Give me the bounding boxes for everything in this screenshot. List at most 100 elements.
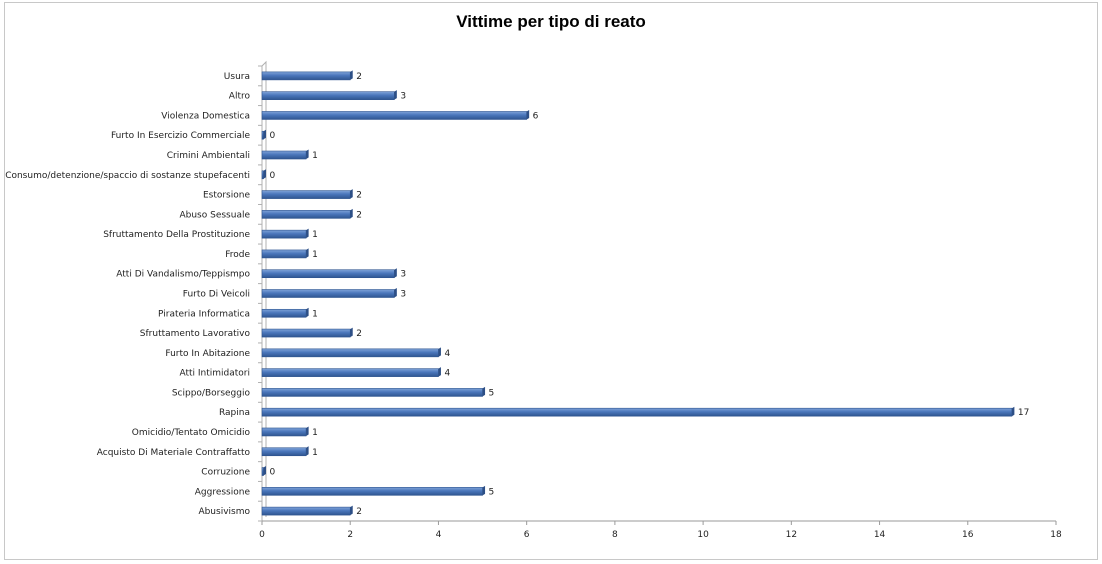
x-tick-label: 14 — [874, 530, 886, 540]
data-label: 4 — [444, 369, 450, 379]
chart-labels: Usura 2 Altro 3 Violenza Domestica 6 Furto In … — [5, 72, 1029, 517]
category-label: Furto In Abitazione — [165, 349, 250, 359]
bar-side — [263, 129, 266, 140]
data-label: 1 — [312, 309, 318, 319]
bar-side — [1011, 406, 1015, 417]
bar-side — [526, 109, 530, 120]
bar — [261, 388, 483, 397]
category-label: Usura — [224, 72, 250, 82]
category-label: Sfruttamento Della Prostituzione — [103, 230, 250, 240]
bar-side — [350, 208, 353, 219]
category-label: Violenza Domestica — [161, 111, 250, 121]
x-tick-label: 16 — [962, 530, 974, 540]
category-label: Crimini Ambientali — [167, 151, 250, 161]
bar — [261, 210, 351, 219]
bar-side — [350, 327, 353, 338]
data-label: 1 — [312, 428, 318, 438]
bar — [261, 170, 264, 180]
category-label: Sfruttamento Lavorativo — [140, 329, 251, 339]
category-label: Furto Di Veicoli — [183, 290, 250, 300]
bar-side — [438, 347, 441, 357]
chart-axes: 0 2 4 6 8 10 12 14 16 18 — [258, 60, 1062, 540]
bar — [261, 348, 439, 358]
data-label: 1 — [312, 448, 318, 458]
bar — [261, 328, 351, 338]
bar — [261, 91, 395, 100]
bar-side — [263, 169, 266, 179]
data-label: 3 — [400, 92, 406, 102]
bar — [261, 150, 307, 160]
category-label: Altro — [229, 92, 251, 102]
x-tick-label: 18 — [1050, 530, 1062, 540]
bar — [261, 407, 1013, 417]
data-label: 17 — [1018, 408, 1029, 418]
category-label: Omicidio/Tentato Omicidio — [132, 428, 251, 438]
data-label: 6 — [533, 111, 539, 121]
bar-side — [394, 288, 397, 298]
data-label: 5 — [489, 388, 495, 398]
bar — [261, 487, 483, 496]
bar — [261, 249, 307, 259]
data-label: 1 — [312, 230, 318, 240]
bar — [261, 447, 307, 457]
bar — [261, 130, 264, 140]
bar-side — [306, 228, 309, 239]
x-tick-label: 6 — [524, 530, 530, 540]
bar-side — [306, 426, 309, 436]
bar-side — [306, 248, 309, 258]
bar — [261, 467, 264, 476]
category-label: Abusivismo — [198, 507, 250, 517]
chart-bars — [261, 70, 1015, 516]
bar — [261, 190, 351, 199]
bar — [261, 506, 351, 516]
bar-side — [394, 90, 397, 100]
category-label: Atti Intimidatori — [179, 369, 250, 379]
data-label: 2 — [356, 191, 362, 201]
category-label: Estorsione — [203, 191, 251, 201]
bar-side — [394, 268, 397, 278]
chart-title: Vittime per tipo di reato — [456, 12, 646, 31]
bar-side — [350, 70, 353, 80]
bar — [261, 111, 527, 120]
data-label: 0 — [270, 171, 276, 181]
data-label: 0 — [270, 468, 276, 478]
bar — [261, 289, 395, 298]
bar — [261, 308, 307, 318]
bar-side — [306, 307, 309, 318]
x-tick-label: 2 — [347, 530, 353, 540]
bar-side — [263, 466, 266, 476]
bar — [261, 368, 439, 377]
category-label: Furto In Esercizio Commerciale — [111, 131, 250, 141]
x-tick-label: 10 — [697, 530, 709, 540]
bar-side — [306, 446, 309, 456]
x-tick-label: 4 — [436, 530, 442, 540]
category-label: Rapina — [219, 408, 250, 418]
data-label: 3 — [400, 290, 406, 300]
bar — [261, 269, 395, 279]
bar-side — [482, 386, 486, 397]
bar — [261, 427, 307, 437]
data-label: 2 — [356, 72, 362, 82]
category-label: Atti Di Vandalismo/Teppismpo — [116, 270, 250, 280]
bar-side — [350, 505, 353, 516]
data-label: 0 — [270, 131, 276, 141]
bar — [261, 229, 307, 239]
data-label: 5 — [489, 487, 495, 497]
category-label: Frode — [225, 250, 250, 260]
x-tick-label: 8 — [612, 530, 618, 540]
bar-side — [306, 149, 309, 160]
chart-frame — [4, 2, 1098, 560]
bar — [261, 71, 351, 81]
data-label: 3 — [400, 270, 406, 280]
data-label: 1 — [312, 151, 318, 161]
data-label: 2 — [356, 210, 362, 220]
data-label: 1 — [312, 250, 318, 260]
category-label: Pirateria Informatica — [158, 309, 250, 319]
bar-side — [350, 189, 353, 199]
data-label: 2 — [356, 507, 362, 517]
x-tick-label: 0 — [259, 530, 265, 540]
category-label: Acquisto Di Materiale Contraffatto — [97, 448, 251, 458]
category-label: Aggressione — [195, 487, 251, 497]
category-label: Abuso Sessuale — [179, 210, 250, 220]
